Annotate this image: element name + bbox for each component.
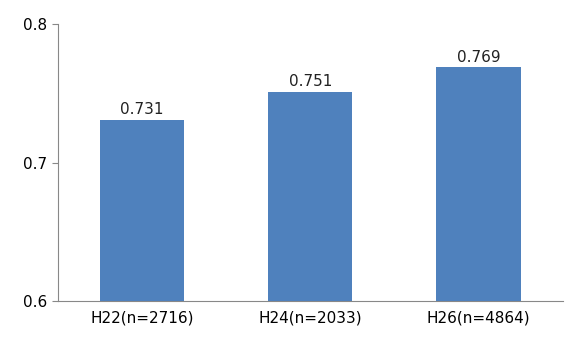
Text: 0.731: 0.731: [121, 102, 164, 117]
Bar: [436, 67, 521, 350]
Bar: [268, 92, 353, 350]
Text: 0.751: 0.751: [289, 75, 332, 90]
Text: 0.769: 0.769: [456, 50, 501, 65]
Bar: [100, 120, 184, 350]
